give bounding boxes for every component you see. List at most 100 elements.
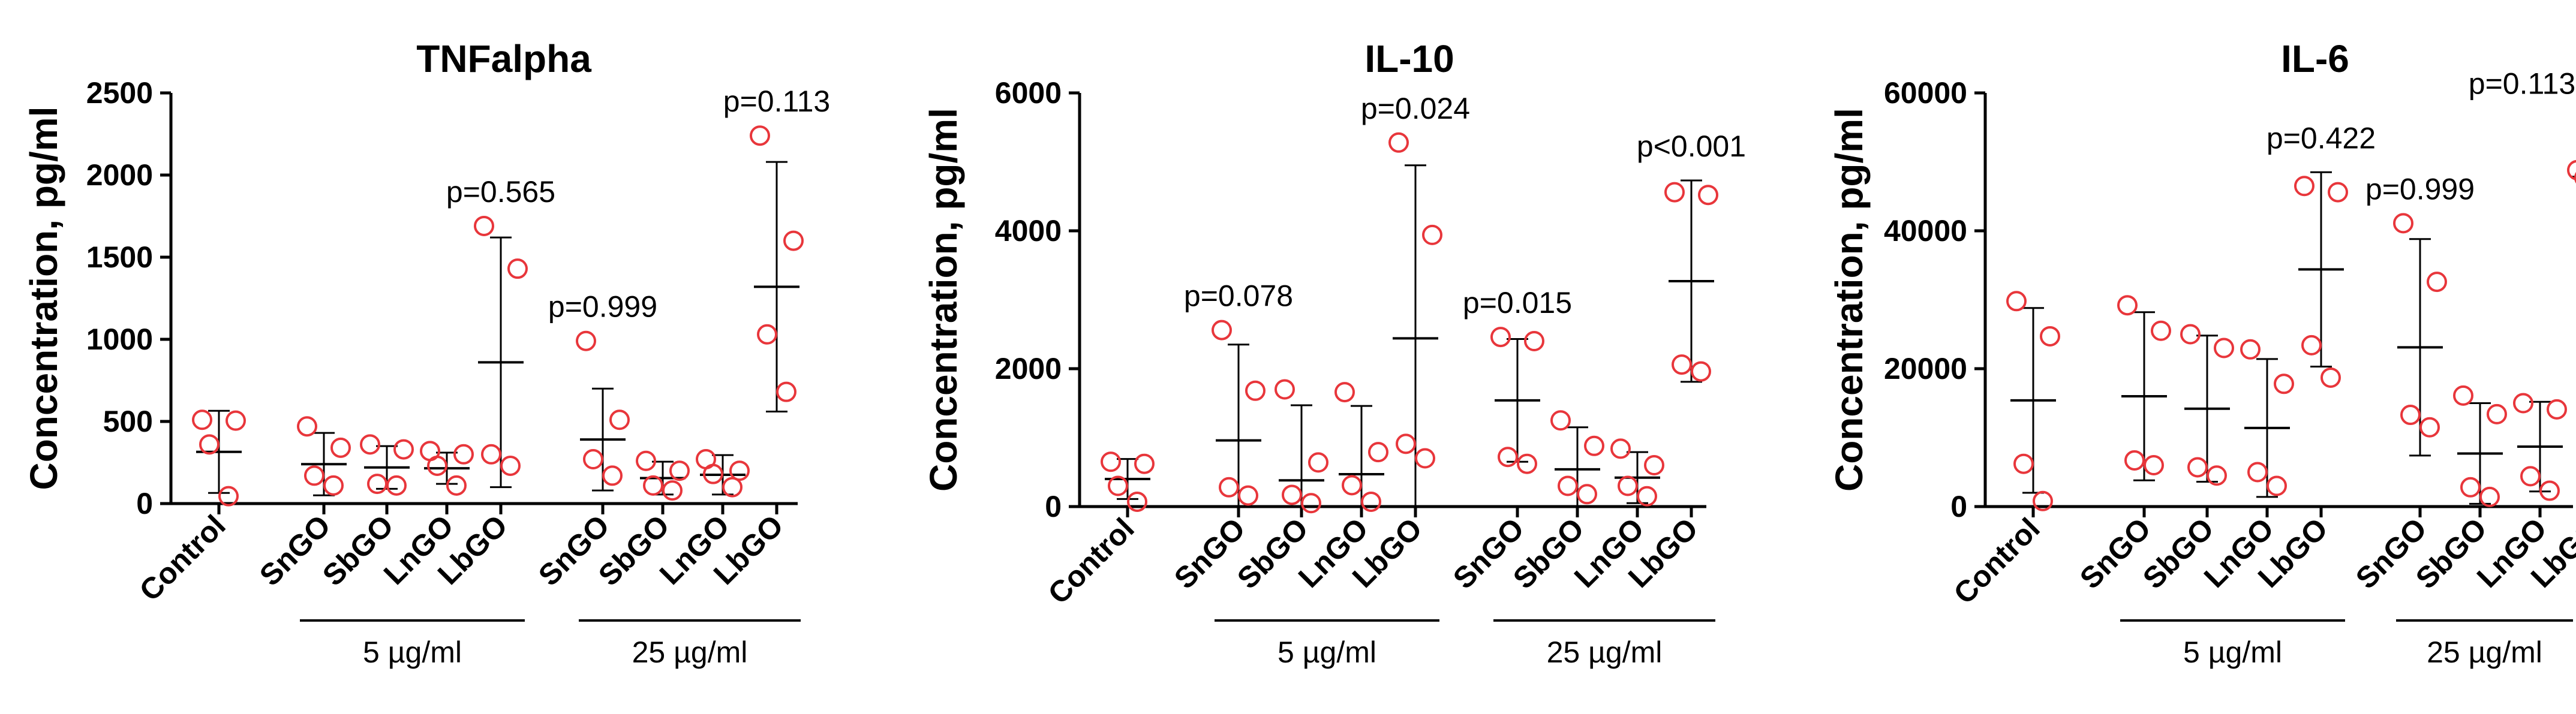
data-point	[576, 330, 596, 351]
p-value-annotation: p=0.999	[548, 290, 657, 324]
category-label: Control	[133, 508, 232, 607]
data-point	[2207, 465, 2227, 486]
data-point	[453, 444, 474, 465]
data-point	[2214, 338, 2234, 358]
data-point	[2247, 462, 2268, 483]
group-label: 5 µg/ml	[2183, 635, 2282, 669]
p-value-annotation: p=0.999	[2365, 172, 2475, 206]
p-value-annotation: p=0.024	[1361, 92, 1470, 125]
data-point	[2320, 367, 2341, 388]
data-point	[1361, 491, 1381, 512]
data-point	[2267, 475, 2287, 496]
chart-panel-il-6: IL-6 Concentration, pg/ml 0 20000 40000 60000…	[1827, 37, 2576, 669]
data-point	[1664, 182, 1685, 203]
data-point	[1584, 435, 1604, 456]
data-point	[2393, 213, 2413, 234]
data-point	[1301, 493, 1321, 514]
chart-title: IL-6	[2281, 37, 2349, 80]
data-point	[1577, 484, 1597, 505]
y-axis-label: Concentration, pg/ml	[22, 107, 65, 490]
category-label: SbGO	[2136, 511, 2220, 595]
y-axis-label: Concentration, pg/ml	[1827, 108, 1871, 492]
data-point	[1238, 485, 1258, 506]
data-point	[2013, 453, 2034, 474]
data-point	[226, 410, 246, 431]
data-point	[1101, 451, 1121, 472]
data-point	[1368, 442, 1388, 463]
category-label: Control	[1947, 511, 2046, 610]
data-point	[330, 437, 351, 458]
p-value-annotation: p=0.113	[723, 85, 830, 118]
data-point	[446, 475, 467, 496]
y-tick-label: 2500	[86, 76, 153, 110]
data-point	[2520, 466, 2541, 487]
data-point	[304, 465, 324, 486]
data-point	[776, 381, 796, 402]
data-point	[2328, 182, 2348, 203]
data-point	[722, 477, 743, 498]
data-point	[669, 460, 690, 481]
y-tick-label: 0	[136, 487, 153, 520]
data-point	[500, 455, 521, 476]
group-label: 25 µg/ml	[632, 635, 748, 669]
data-point	[1396, 433, 1416, 454]
data-point	[507, 258, 528, 279]
data-point	[386, 475, 407, 496]
p-value-annotation: p=0.015	[1463, 286, 1572, 320]
category-label: SbGO	[1231, 511, 1315, 595]
chart-title: IL-10	[1364, 37, 1454, 80]
data-point	[662, 480, 683, 501]
data-point	[1498, 447, 1518, 468]
data-point	[218, 486, 239, 507]
data-point	[393, 439, 414, 460]
y-tick-label: 2000	[86, 158, 153, 192]
data-point	[1558, 475, 1578, 496]
data-point	[1275, 379, 1295, 400]
data-point	[1672, 354, 1692, 375]
data-point	[636, 450, 656, 471]
data-point	[750, 125, 770, 146]
y-tick-label: 1500	[86, 240, 153, 274]
y-tick-label: 2000	[995, 352, 1062, 385]
y-tick-label: 500	[103, 405, 153, 438]
data-point	[2547, 399, 2567, 420]
data-point	[1219, 477, 1239, 498]
data-point	[1644, 455, 1664, 475]
data-point	[2479, 486, 2500, 507]
data-point	[2487, 403, 2507, 424]
y-tick-label: 4000	[995, 214, 1062, 248]
data-point	[2124, 450, 2145, 471]
category-label: SbGO	[316, 508, 400, 592]
data-point	[2180, 324, 2201, 345]
data-point	[360, 434, 380, 455]
data-point	[1342, 475, 1362, 496]
data-point	[2301, 335, 2322, 356]
data-point	[1108, 475, 1128, 496]
data-point	[2117, 295, 2138, 316]
y-tick-label: 60000	[1884, 76, 1967, 110]
data-point	[2274, 373, 2294, 394]
chart-panel-tnfalpha: TNFalpha Concentration, pg/ml 0 500 1000 1500…	[22, 37, 830, 669]
data-point	[2144, 455, 2164, 475]
p-value-annotation: p=0.565	[446, 175, 555, 209]
data-point	[609, 409, 630, 430]
data-point	[1691, 361, 1711, 382]
data-point	[481, 444, 501, 465]
data-point	[2427, 272, 2447, 293]
category-label: SnGO	[2073, 511, 2157, 595]
data-point	[323, 475, 344, 496]
data-point	[1212, 320, 1232, 341]
data-point	[2453, 385, 2473, 406]
data-point	[1415, 448, 1435, 469]
data-point	[1127, 491, 1147, 512]
chart-panel-il-10: IL-10 Concentration, pg/ml 0 2000 4000 6000 Co…	[922, 37, 1746, 669]
data-point	[602, 465, 623, 486]
p-value-annotation: p=0.113	[2469, 67, 2575, 100]
p-value-annotation: p<0.001	[1637, 129, 1746, 163]
y-tick-label: 0	[1950, 490, 1967, 523]
p-value-annotation: p=0.078	[1184, 279, 1293, 313]
data-point	[1490, 327, 1511, 348]
data-point	[583, 449, 603, 470]
data-point	[2574, 171, 2576, 184]
data-point	[297, 416, 317, 437]
